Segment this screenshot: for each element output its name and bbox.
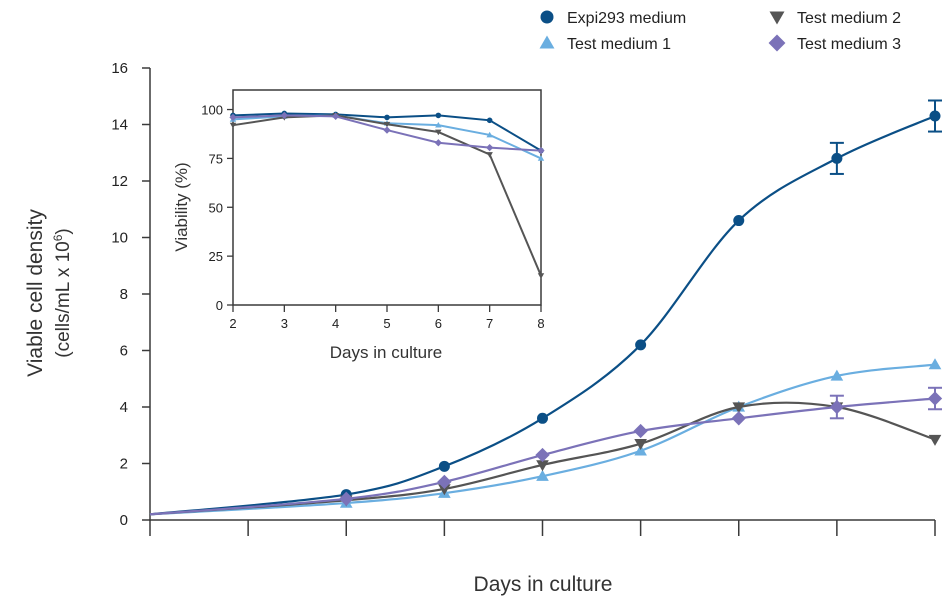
inset-y-tick-label: 75 <box>209 151 223 166</box>
legend-item-3: Test medium 2 <box>769 10 901 27</box>
y-tick-label: 8 <box>120 286 128 303</box>
inset-data-point <box>229 122 237 129</box>
inset-y-tick-label: 0 <box>216 298 223 313</box>
inset-y-tick-label: 50 <box>209 200 223 215</box>
inset-data-point <box>434 139 442 147</box>
y-tick-label: 16 <box>111 60 128 77</box>
data-point <box>536 460 549 472</box>
inset-x-axis-title: Days in culture <box>330 343 442 362</box>
y-axis-unit-suffix: ) <box>53 228 74 234</box>
inset-data-point <box>486 144 494 152</box>
data-point <box>929 110 941 122</box>
data-point <box>438 484 451 496</box>
data-point <box>829 399 845 415</box>
inset-panel: 0 25 50 75 100 2 3 4 5 6 7 8 <box>201 89 545 331</box>
series-line <box>149 401 936 516</box>
y-axis-unit-prefix: (cells/mL x 10 <box>53 241 74 358</box>
inset-x-tick-label: 6 <box>435 316 442 331</box>
inset-data-point <box>383 126 391 134</box>
y-tick-label: 4 <box>120 399 128 416</box>
data-point <box>830 369 844 381</box>
inset-x-tick-label: 4 <box>332 316 339 331</box>
data-point <box>731 411 746 426</box>
data-point <box>733 215 745 227</box>
data-point <box>732 402 746 414</box>
data-point <box>831 152 843 164</box>
inset-data-point <box>332 112 340 121</box>
inset-data-point <box>537 273 545 279</box>
legend-label: Test medium 2 <box>797 10 901 27</box>
inset-series-4 <box>229 111 545 155</box>
y-axis-title-main: Viable cell density <box>24 209 47 377</box>
inset-x-tick-label: 8 <box>537 316 544 331</box>
inset-data-point <box>435 121 442 128</box>
legend-marker <box>768 34 786 52</box>
legend-item-1: Expi293 medium <box>540 10 686 27</box>
inset-data-point <box>537 155 545 161</box>
inset-x-tick-label: 5 <box>383 316 390 331</box>
inset-y-tick-label: 100 <box>201 103 223 118</box>
y-axis-title: Viable cell density (cells/mL x 106) <box>24 209 74 377</box>
y-tick-label: 2 <box>120 456 128 473</box>
legend-marker <box>769 11 785 25</box>
inset-data-point <box>383 121 391 128</box>
series-line <box>149 363 936 516</box>
inset-data-point <box>229 113 237 122</box>
legend-marker <box>539 35 555 49</box>
y-axis-unit-exponent: 6 <box>51 234 65 241</box>
inset-data-point <box>486 131 493 138</box>
data-point <box>634 439 647 451</box>
main-series <box>149 99 943 516</box>
y-tick-label: 6 <box>120 343 128 360</box>
legend: Expi293 medium Test medium 1 Test medium 2… <box>539 10 901 53</box>
data-point <box>928 434 942 446</box>
legend-marker <box>540 10 554 24</box>
y-tick-label: 0 <box>120 512 128 529</box>
data-point <box>537 412 548 424</box>
data-point <box>635 339 647 351</box>
inset-x-tick-label: 2 <box>229 316 236 331</box>
series-4 <box>149 386 943 516</box>
inset-data-point <box>486 117 493 124</box>
inset-data-point <box>280 111 288 120</box>
legend-item-4: Test medium 3 <box>768 34 901 53</box>
x-axis-title: Days in culture <box>474 573 613 596</box>
inset-data-point <box>435 129 442 136</box>
data-point <box>927 391 943 406</box>
legend-label: Test medium 1 <box>567 36 671 53</box>
data-point <box>536 469 549 481</box>
legend-label: Test medium 3 <box>797 36 901 53</box>
series-2 <box>149 358 942 516</box>
data-point <box>633 423 648 439</box>
data-point <box>438 460 450 472</box>
inset-x-tick-label: 7 <box>486 316 493 331</box>
data-point <box>437 474 452 490</box>
inset-data-point <box>384 114 390 121</box>
data-point <box>928 358 942 370</box>
y-tick-label: 14 <box>111 117 128 134</box>
inset-y-axis-title: Viability (%) <box>172 162 191 251</box>
y-tick-label: 12 <box>111 173 128 190</box>
inset-data-point <box>435 112 442 119</box>
data-point <box>535 447 550 463</box>
legend-label: Expi293 medium <box>567 10 686 27</box>
inset-data-point <box>537 146 545 155</box>
y-axis-title-unit: (cells/mL x 106) <box>51 228 74 358</box>
legend-item-2: Test medium 1 <box>539 35 671 53</box>
series-line <box>149 397 936 516</box>
inset-data-point <box>486 152 493 158</box>
data-point <box>339 491 354 506</box>
y-tick-label: 10 <box>111 230 128 247</box>
inset-y-tick-label: 25 <box>209 249 223 264</box>
inset-x-tick-label: 3 <box>281 316 288 331</box>
